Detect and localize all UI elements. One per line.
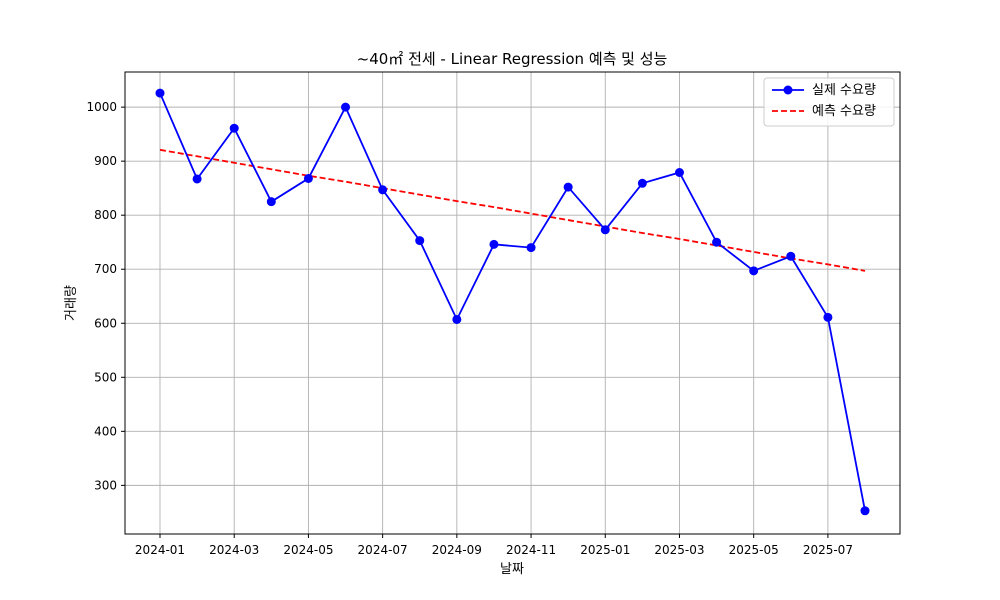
grid bbox=[125, 72, 900, 534]
plot-frame bbox=[124, 71, 901, 535]
data-point-actual bbox=[341, 102, 351, 112]
x-tick-label: 2024-11 bbox=[506, 543, 556, 557]
data-point-actual bbox=[266, 197, 276, 207]
chart-title: ~40㎡ 전세 - Linear Regression 예측 및 성능 bbox=[357, 50, 668, 68]
data-point-actual bbox=[600, 225, 610, 235]
series-line-predicted bbox=[159, 148, 866, 272]
x-tick-label: 2024-01 bbox=[135, 543, 185, 557]
x-tick-label: 2024-09 bbox=[432, 543, 482, 557]
y-axis-label: 거래량 bbox=[64, 285, 79, 321]
data-point-actual bbox=[526, 243, 536, 253]
x-tick-label: 2025-03 bbox=[654, 543, 704, 557]
x-axis-label: 날짜 bbox=[500, 562, 524, 577]
series-layer bbox=[155, 88, 870, 516]
y-tick-label: 400 bbox=[94, 424, 117, 438]
y-tick-label: 1000 bbox=[86, 100, 117, 114]
data-point-actual bbox=[489, 239, 499, 249]
data-point-actual bbox=[303, 173, 313, 183]
ticks: 300 400 500 600 700 800 900 1000 2024-01 2024-03 2… bbox=[86, 100, 853, 557]
legend-label-predicted: 예측 수요량 bbox=[812, 104, 876, 119]
series-line-actual bbox=[159, 92, 866, 511]
y-tick-label: 300 bbox=[94, 478, 117, 492]
data-point-actual bbox=[192, 174, 202, 184]
data-point-actual bbox=[674, 168, 684, 178]
data-point-actual bbox=[229, 123, 239, 133]
data-point-actual bbox=[823, 312, 833, 322]
data-point-actual bbox=[786, 251, 796, 261]
y-tick-label: 700 bbox=[94, 262, 117, 276]
data-point-actual bbox=[378, 185, 388, 195]
y-tick-label: 900 bbox=[94, 154, 117, 168]
legend-label-actual: 실제 수요량 bbox=[812, 83, 876, 98]
y-tick-label: 600 bbox=[94, 316, 117, 330]
legend: 실제 수요량 예측 수요량 bbox=[763, 77, 895, 127]
data-point-actual bbox=[712, 237, 722, 247]
x-tick-label: 2024-05 bbox=[283, 543, 333, 557]
data-point-actual bbox=[563, 182, 573, 192]
x-tick-label: 2025-07 bbox=[803, 543, 853, 557]
y-tick-label: 500 bbox=[94, 370, 117, 384]
data-point-actual bbox=[637, 178, 647, 188]
x-tick-label: 2025-05 bbox=[729, 543, 779, 557]
y-tick-label: 800 bbox=[94, 208, 117, 222]
data-point-actual bbox=[415, 236, 425, 246]
x-tick-label: 2024-07 bbox=[358, 543, 408, 557]
data-point-actual bbox=[749, 266, 759, 276]
x-tick-label: 2024-03 bbox=[209, 543, 259, 557]
data-point-actual bbox=[860, 506, 870, 516]
data-point-actual bbox=[452, 314, 462, 324]
legend-marker-actual bbox=[783, 85, 793, 95]
data-point-actual bbox=[155, 88, 165, 98]
x-tick-label: 2025-01 bbox=[580, 543, 630, 557]
